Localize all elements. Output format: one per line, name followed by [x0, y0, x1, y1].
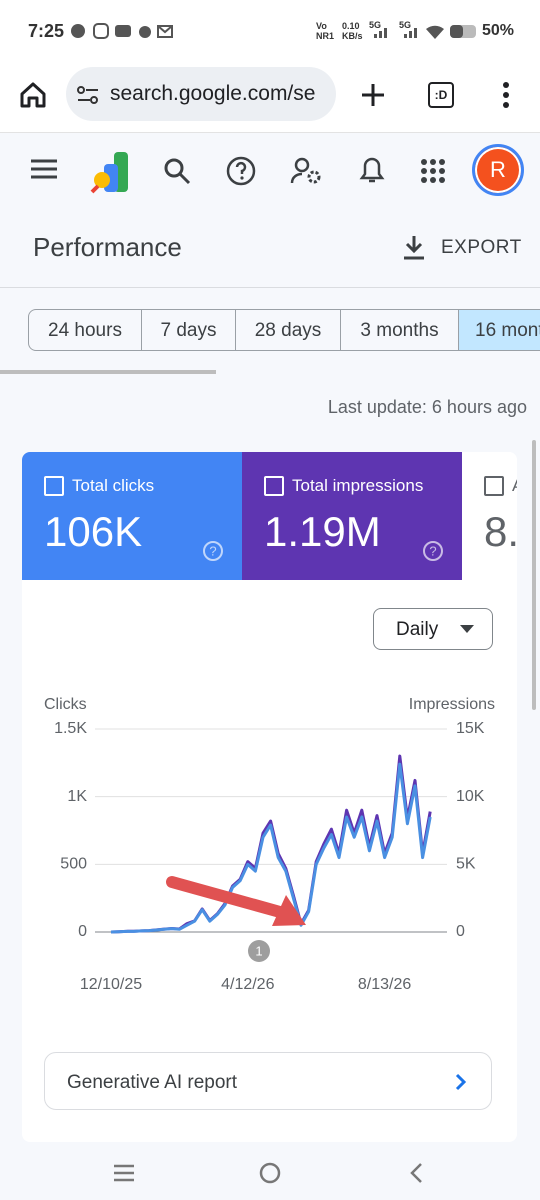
svg-text:?: ?	[429, 543, 436, 558]
y2-tick-label: 0	[456, 923, 465, 940]
x-tick-label: 12/10/25	[80, 976, 142, 993]
notification-icons	[71, 23, 173, 39]
chevron	[455, 1073, 467, 1091]
dropdown-arrow	[460, 625, 474, 633]
y-tick-label: 0	[78, 923, 87, 940]
scrollbar	[0, 370, 216, 374]
metric-value: 106K	[44, 508, 143, 555]
range-tab[interactable]: 28 days	[235, 309, 341, 351]
metric-value: 1.19M	[264, 508, 381, 555]
y2-axis-title: Impressions	[409, 696, 495, 713]
export-button[interactable]: EXPORT	[441, 237, 522, 258]
metric-value: 8.	[484, 508, 517, 555]
avatar[interactable]: R	[472, 144, 524, 196]
metric-card[interactable]: Total clicks 106K?	[22, 452, 242, 580]
red-arrow-head	[272, 895, 306, 926]
annotation-marker	[248, 940, 270, 962]
export-icon[interactable]	[402, 234, 426, 262]
report-button[interactable]: Generative AI report	[44, 1052, 492, 1110]
last-update: Last update: 6 hours ago	[327, 397, 527, 417]
x-tick-label: 4/12/26	[221, 976, 274, 993]
page-scrollbar	[532, 440, 536, 710]
metric-label: Total impressions	[292, 476, 424, 495]
dropdown-label: Daily	[396, 619, 439, 640]
metric-label: A	[512, 476, 517, 496]
y-tick-label: 1.5K	[54, 720, 87, 737]
y2-tick-label: 10K	[456, 788, 485, 805]
range-tab-selected[interactable]: 16 months	[458, 309, 540, 351]
divider	[0, 287, 540, 288]
series-line	[110, 762, 432, 934]
chart: Clicks Impressions 0 500 1K 1.5K 0 5K 10K 15K 12/1…	[44, 696, 495, 993]
url-bar[interactable]	[66, 67, 336, 121]
clock: 7:25	[28, 21, 65, 41]
red-arrow	[166, 876, 286, 918]
apps-button[interactable]	[420, 158, 446, 184]
new-tab-button[interactable]	[358, 80, 388, 110]
speed-label: 0.10 KB/s	[342, 21, 363, 41]
network-label: Vo NR1	[316, 21, 335, 41]
range-tab[interactable]: 24 hours	[28, 309, 142, 351]
info-icon[interactable]: ?	[202, 540, 224, 562]
metric-card[interactable]: Total impressions 1.19M?	[242, 452, 462, 580]
x-tick-label: 8/13/26	[358, 976, 411, 993]
url-text[interactable]: search.google.com/se	[110, 82, 316, 105]
tab-switcher[interactable]: :D	[428, 82, 454, 108]
metric-label: Total clicks	[72, 476, 155, 495]
granularity-dropdown[interactable]: Daily	[373, 608, 493, 650]
checkbox[interactable]	[44, 476, 64, 496]
report-label: Generative AI report	[67, 1072, 238, 1093]
y2-tick-label: 15K	[456, 720, 485, 737]
checkbox[interactable]	[264, 476, 284, 496]
annotation-label: 1	[255, 943, 262, 958]
battery-label: 50%	[482, 22, 515, 39]
signal-label: 5G	[399, 20, 412, 30]
hamburger-menu[interactable]	[30, 158, 58, 180]
y-axis-title: Clicks	[44, 696, 87, 713]
system-icons	[374, 25, 476, 39]
range-tab[interactable]: 7 days	[141, 309, 236, 351]
metric-card[interactable]: A 8.	[462, 452, 517, 580]
y-tick-label: 1K	[67, 788, 87, 805]
svg-text:?: ?	[209, 543, 216, 558]
site-settings-icon[interactable]	[76, 84, 100, 106]
y-tick-label: 500	[60, 856, 87, 873]
info-icon[interactable]: ?	[422, 540, 444, 562]
menu-button[interactable]	[498, 80, 514, 110]
y2-tick-label: 5K	[456, 856, 476, 873]
help-button[interactable]	[225, 155, 257, 187]
notifications-button[interactable]	[358, 154, 386, 186]
search-button[interactable]	[162, 156, 192, 186]
checkbox[interactable]	[484, 476, 504, 496]
signal-label: 5G	[369, 20, 382, 30]
app-logo[interactable]	[88, 150, 132, 196]
range-tab[interactable]: 3 months	[340, 309, 459, 351]
page-title: Performance	[33, 232, 182, 262]
user-settings-button[interactable]	[290, 156, 324, 186]
nav-bar	[114, 1162, 422, 1184]
home-button[interactable]	[18, 80, 48, 110]
